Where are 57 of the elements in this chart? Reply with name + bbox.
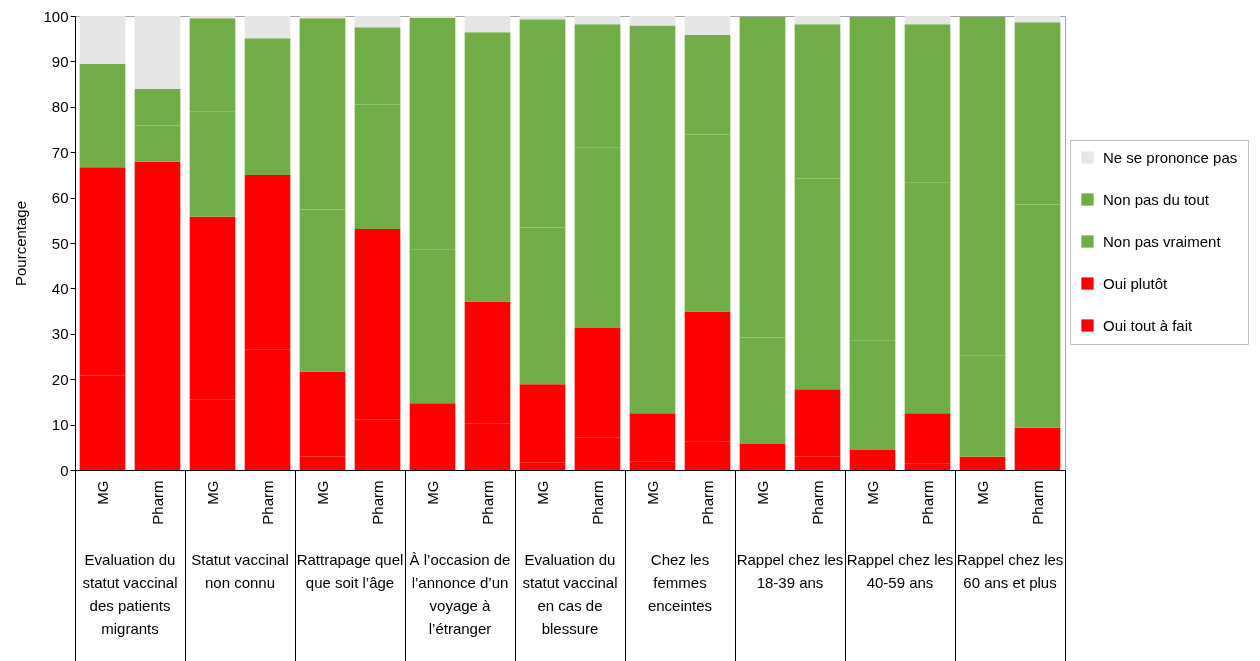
legend-label: Ne se prononce pas	[1103, 148, 1238, 166]
text: Rappel chez les 18-39 ans	[735, 550, 845, 593]
x-tick-label: Pharm	[478, 480, 496, 525]
legend-label: Oui tout à fait	[1103, 316, 1194, 334]
legend-label: Non pas du tout	[1103, 190, 1210, 208]
y-axis-title: Pourcentage	[12, 200, 30, 287]
x-tick-label: Pharm	[698, 480, 716, 525]
bar	[134, 16, 181, 89]
y-tick-label: 90	[51, 52, 69, 70]
y-tick-label: 0	[60, 461, 69, 479]
y-tick-label: 70	[51, 143, 69, 161]
x-tick-label: MG	[753, 480, 771, 505]
x-tick-label: MG	[643, 480, 661, 505]
x-tick-label: Pharm	[1028, 480, 1046, 525]
bar	[794, 16, 841, 25]
text: Evaluation du statut vaccinal des patients migrants	[81, 550, 179, 639]
text: Rattrapage quel que soit l’âge	[295, 550, 405, 593]
x-tick-label: MG	[863, 480, 881, 505]
bar	[354, 16, 401, 28]
y-tick-label: 50	[51, 234, 69, 252]
text: À l’occasion de l’annonce d’un voyage à l’étranger	[408, 550, 512, 639]
bar	[79, 16, 126, 64]
x-tick-label: Pharm	[258, 480, 276, 525]
x-tick-label: Pharm	[808, 480, 826, 525]
x-tick-label: MG	[93, 480, 111, 505]
x-tick-label: Pharm	[918, 480, 936, 525]
y-tick-label: 30	[51, 325, 69, 343]
y-tick-label: 10	[51, 416, 69, 434]
x-tick-label: MG	[973, 480, 991, 505]
x-tick-label: Pharm	[148, 480, 166, 525]
y-tick-label: 40	[51, 279, 69, 297]
x-tick-label: Pharm	[588, 480, 606, 525]
bar	[574, 16, 621, 25]
bar	[739, 444, 786, 466]
legend-label: Non pas vraiment	[1103, 232, 1222, 250]
bar	[684, 16, 731, 36]
legend-label: Oui plutôt	[1103, 274, 1169, 292]
y-tick-label: 20	[51, 370, 69, 388]
text: Chez les femmes enceintes	[646, 550, 714, 616]
text: Statut vaccinal non connu	[190, 550, 290, 593]
y-tick-label: 100	[43, 7, 69, 25]
bar	[244, 16, 291, 39]
y-tick-label: 60	[51, 189, 69, 207]
bar	[519, 16, 566, 20]
bar	[629, 16, 676, 26]
bar	[904, 16, 951, 25]
x-tick-label: MG	[203, 480, 221, 505]
text: Rappel chez les 60 ans et plus	[955, 550, 1065, 593]
text: Evaluation du statut vaccinal en cas de blessure	[521, 550, 619, 639]
bar	[1014, 16, 1061, 23]
y-tick-label: 80	[51, 98, 69, 116]
x-tick-label: MG	[533, 480, 551, 505]
text: Rappel chez les 40-59 ans	[845, 550, 955, 593]
x-tick-label: MG	[313, 480, 331, 505]
x-tick-label: Pharm	[368, 480, 386, 525]
bar	[464, 16, 511, 33]
x-tick-label: MG	[423, 480, 441, 505]
